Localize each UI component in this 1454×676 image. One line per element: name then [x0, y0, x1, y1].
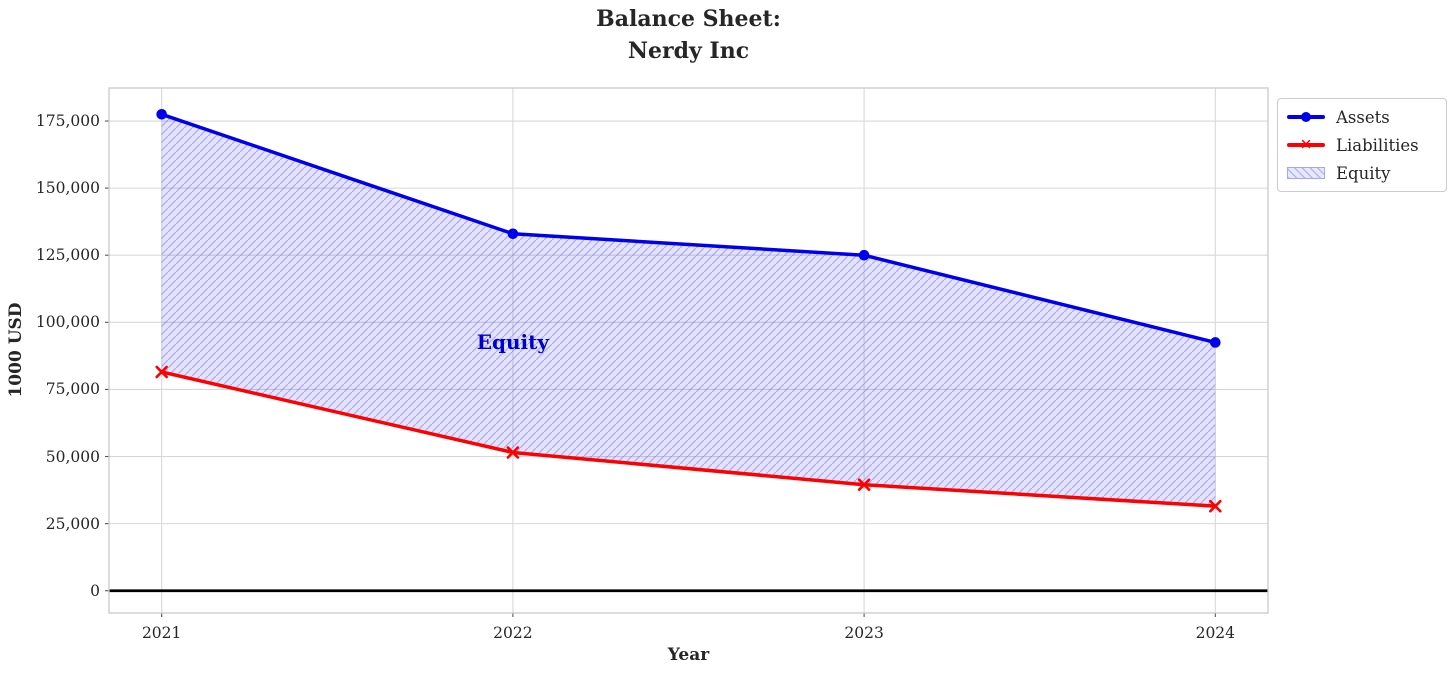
y-tick-label: 125,000	[35, 246, 100, 265]
liabilities-marker	[1209, 499, 1222, 513]
x-tick-label: 2024	[1195, 624, 1236, 642]
assets-marker-icon	[1301, 112, 1311, 122]
equity-area	[161, 114, 1216, 507]
legend-label-liabilities: Liabilities	[1336, 135, 1419, 155]
y-tick-label: 0	[90, 581, 100, 600]
assets-marker	[156, 109, 167, 120]
legend-label-equity: Equity	[1336, 163, 1391, 183]
legend-label-assets: Assets	[1336, 107, 1390, 127]
liabilities-marker	[155, 365, 168, 379]
assets-marker	[858, 249, 870, 261]
y-tick-label: 175,000	[35, 112, 100, 130]
assets-line-icon	[1287, 112, 1325, 122]
y-tick-label: 100,000	[35, 313, 100, 332]
y-tick-label: 75,000	[45, 380, 100, 399]
liabilities-marker	[857, 478, 871, 492]
x-axis-label: Year	[667, 645, 710, 665]
liabilities-line	[159, 370, 1218, 508]
assets-line	[159, 112, 1218, 345]
liabilities-marker	[506, 446, 520, 459]
assets-marker	[1210, 337, 1221, 348]
x-tick-label: 2023	[844, 624, 884, 642]
liabilities-line-icon: ✕	[1287, 135, 1325, 154]
liabilities-marker-icon: ✕	[1299, 135, 1313, 154]
equity-swatch-icon	[1287, 167, 1325, 179]
equity-annotation: Equity	[476, 330, 550, 355]
assets-marker	[507, 228, 519, 240]
plot-border	[108, 87, 1269, 614]
chart-title-line2: Nerdy Inc	[627, 37, 750, 64]
chart-title-line1: Balance Sheet:	[596, 6, 781, 32]
x-tick-label: 2021	[141, 624, 182, 642]
legend-item-liabilities: ✕ Liabilities	[1287, 134, 1436, 156]
x-tick-label: 2022	[493, 624, 533, 642]
legend-item-equity: Equity	[1287, 162, 1436, 184]
chart-title: Balance Sheet: Nerdy Inc	[109, 4, 1268, 68]
legend: Assets ✕ Liabilities Equity	[1277, 98, 1447, 192]
y-tick-label: 50,000	[45, 447, 100, 466]
y-tick-label: 150,000	[35, 179, 100, 198]
legend-item-assets: Assets	[1287, 106, 1436, 128]
y-tick-label: 25,000	[45, 514, 100, 533]
